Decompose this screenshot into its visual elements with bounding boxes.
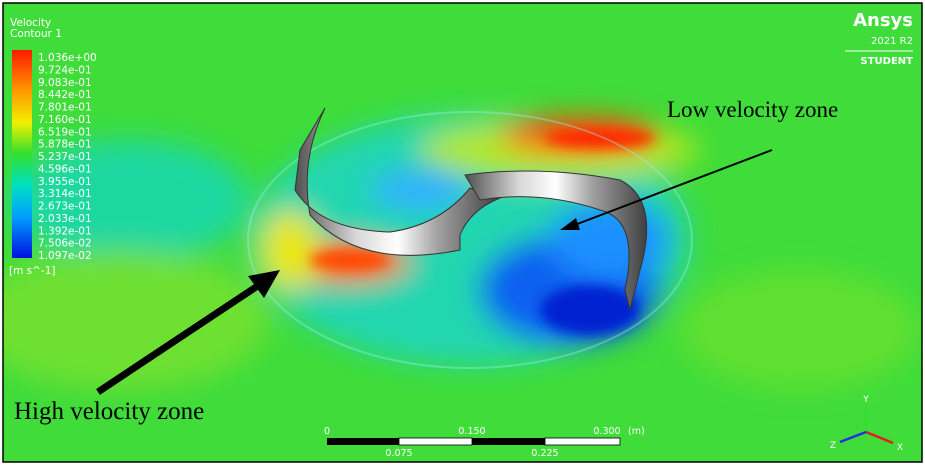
scale-label: 0.150 xyxy=(458,426,485,437)
scale-segment xyxy=(472,438,545,445)
legend-label: 4.596e-01 xyxy=(38,163,92,175)
annotation: Low velocity zone xyxy=(667,97,838,122)
triad-label: Y xyxy=(862,395,869,405)
color-bar xyxy=(12,50,32,258)
legend-label: 1.392e-01 xyxy=(38,225,92,237)
scale-segment xyxy=(327,438,399,445)
scale-label: 0.300 xyxy=(593,426,620,437)
legend-label: 5.237e-01 xyxy=(38,151,92,163)
contour-view: Velocity Contour 1 1.036e+009.724e-019.0… xyxy=(0,0,925,466)
legend-label: 3.314e-01 xyxy=(38,188,92,200)
legend-label: 9.724e-01 xyxy=(38,64,92,76)
legend-unit: [m s^-1] xyxy=(9,265,56,277)
field xyxy=(0,0,925,466)
legend-label: 9.083e-01 xyxy=(38,77,92,89)
triad-label: X xyxy=(897,443,903,453)
logo-brand: Ansys xyxy=(853,10,913,31)
scale-unit: (m) xyxy=(628,426,645,437)
scale-label: 0.075 xyxy=(385,448,412,459)
legend-label: 5.878e-01 xyxy=(38,139,92,151)
legend-label: 1.036e+00 xyxy=(38,52,97,64)
legend-label: 3.955e-01 xyxy=(38,176,92,188)
legend-label: 7.160e-01 xyxy=(38,114,92,126)
legend-label: 8.442e-01 xyxy=(38,89,92,101)
scale-segment xyxy=(399,438,472,445)
logo-version: 2021 R2 xyxy=(871,36,913,47)
scale-label: 0.225 xyxy=(531,448,558,459)
scale-label: 0 xyxy=(324,426,330,437)
triad-label: Z xyxy=(830,441,836,451)
scale-segment xyxy=(545,438,620,445)
legend-labels: 1.036e+009.724e-019.083e-018.442e-017.80… xyxy=(38,52,97,262)
annotation: High velocity zone xyxy=(14,398,204,425)
legend-label: 7.506e-02 xyxy=(38,238,92,250)
legend-label: 2.673e-01 xyxy=(38,201,92,213)
logo-edition: STUDENT xyxy=(861,56,914,67)
legend-label: 1.097e-02 xyxy=(38,250,92,262)
legend-label: 2.033e-01 xyxy=(38,213,92,225)
page: {"legend": {"title": ["Velocity", "Conto… xyxy=(0,0,925,466)
legend-label: 7.801e-01 xyxy=(38,102,92,114)
legend-title: Contour 1 xyxy=(10,28,62,40)
legend-label: 6.519e-01 xyxy=(38,126,92,138)
